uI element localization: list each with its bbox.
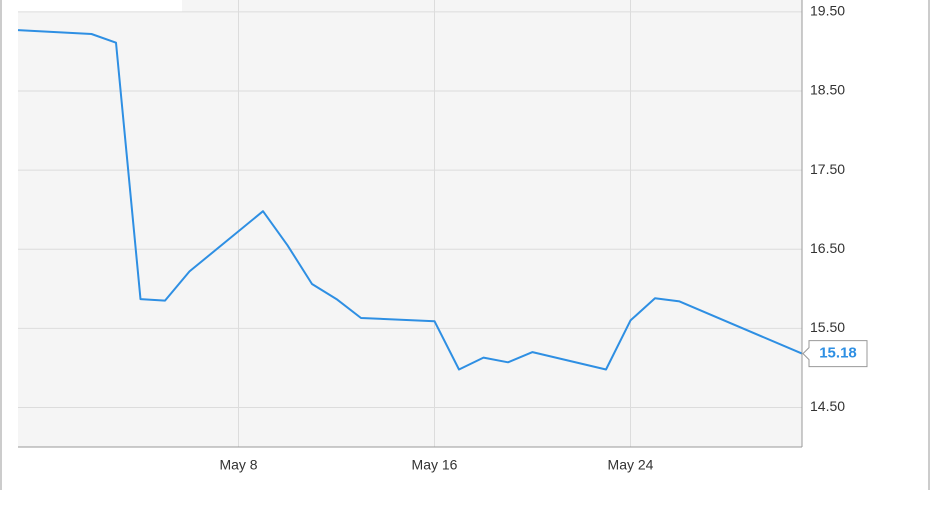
last-value-box (802, 340, 868, 368)
y-tick-label: 18.50 (810, 82, 845, 98)
price-line (17, 29, 803, 371)
x-tick-label: May 8 (219, 457, 257, 473)
grid (18, 0, 802, 447)
plot-area (18, 0, 802, 447)
y-tick-label: 19.50 (810, 3, 845, 19)
y-tick-label: 16.50 (810, 240, 845, 256)
y-tick-label: 17.50 (810, 161, 845, 177)
marks (17, 29, 803, 371)
x-tick-label: May 24 (608, 457, 654, 473)
y-tick-label: 15.50 (810, 319, 845, 335)
last-value-label: 15.18 (819, 345, 857, 362)
x-tick-label: May 16 (412, 457, 458, 473)
legend-box (18, 0, 182, 12)
y-tick-label: 14.50 (810, 398, 845, 414)
